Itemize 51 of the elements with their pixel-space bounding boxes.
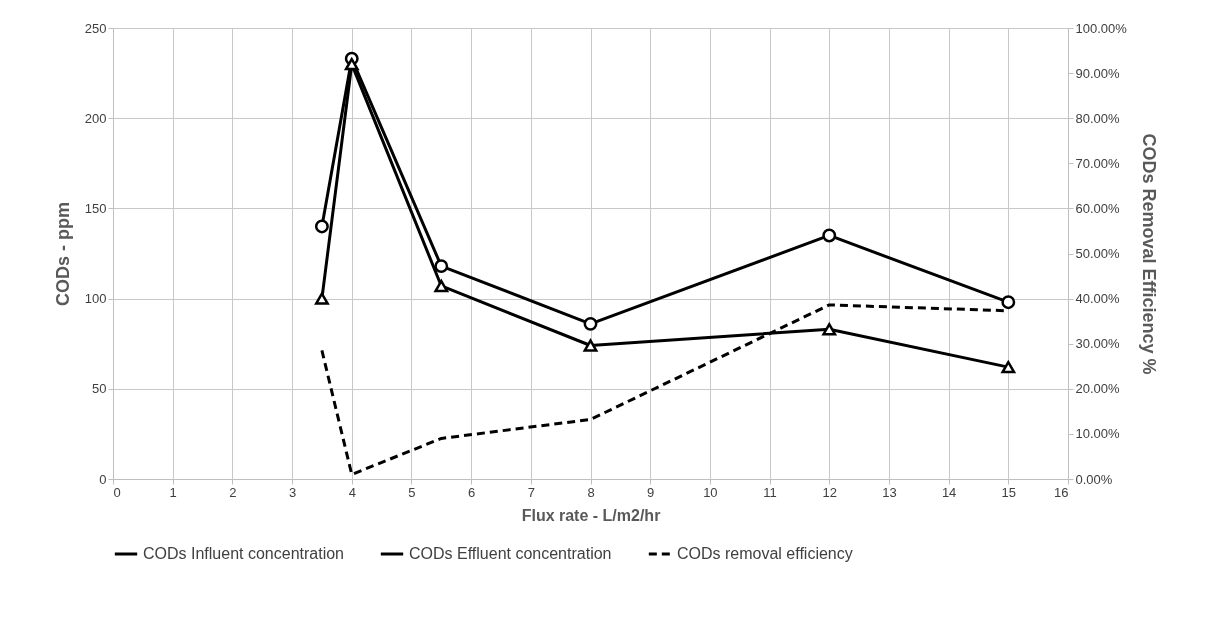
y-tick-label: 50 [92,381,107,397]
point [314,292,329,305]
y-tick-label: 100 [84,291,107,307]
point [1001,360,1016,374]
point [822,323,837,336]
x-tick-label: 11 [763,484,777,500]
x-tick-label: 2 [229,484,237,500]
legend-label: CODs Influent concentration [143,545,344,562]
x-tick-label: 14 [941,484,957,500]
point [314,219,329,234]
point [434,259,449,274]
x-tick-label: 7 [527,484,535,500]
point [1001,295,1016,310]
y2-tick-label: 10.00% [1075,426,1121,442]
y2-tick-label: 60.00% [1075,200,1121,216]
y-tick-label: 200 [84,110,107,126]
y2-tick-label: 50.00% [1075,246,1121,261]
y2-tick-label: 100.00% [1075,20,1128,36]
y-tick-label: 0 [99,471,107,487]
x-tick-label: 8 [587,484,595,500]
x-tick-label: 12 [822,484,837,500]
y2-tick-label: 90.00% [1075,65,1121,81]
point [434,279,449,293]
x-tick-label: 6 [468,484,476,500]
y2-axis-title: CODs Removal Efficiency % [1138,133,1159,375]
point [583,316,598,331]
y2-tick-label: 30.00% [1075,336,1121,352]
point [822,228,837,243]
x-tick-label: 5 [408,484,416,500]
x-tick-label: 4 [348,484,356,500]
y-axis-title: CODs - ppm [52,201,73,307]
x-tick-label: 0 [113,484,121,500]
x-tick-label: 10 [703,484,718,500]
x-tick-label: 1 [169,484,177,500]
y2-tick-label: 0.00% [1075,471,1113,487]
legend-label: CODs removal efficiency [677,545,853,562]
y2-tick-label: 70.00% [1075,155,1121,171]
x-tick-label: 13 [882,484,897,500]
point [344,57,359,71]
point [583,339,598,352]
y2-tick-label: 80.00% [1075,110,1121,126]
x-tick-label: 15 [1001,484,1017,500]
y2-tick-label: 40.00% [1075,291,1121,307]
y-tick-label: 250 [84,20,107,36]
y2-tick-label: 20.00% [1075,381,1121,397]
x-tick-label: 3 [288,484,297,500]
y-tick-label: 150 [84,200,107,216]
x-tick-label: 9 [647,484,655,500]
x-axis-title: Flux rate - L/m2/hr [521,506,661,524]
x-tick-label: 16 [1054,484,1069,500]
legend-label: CODs Effluent concentration [409,545,612,562]
